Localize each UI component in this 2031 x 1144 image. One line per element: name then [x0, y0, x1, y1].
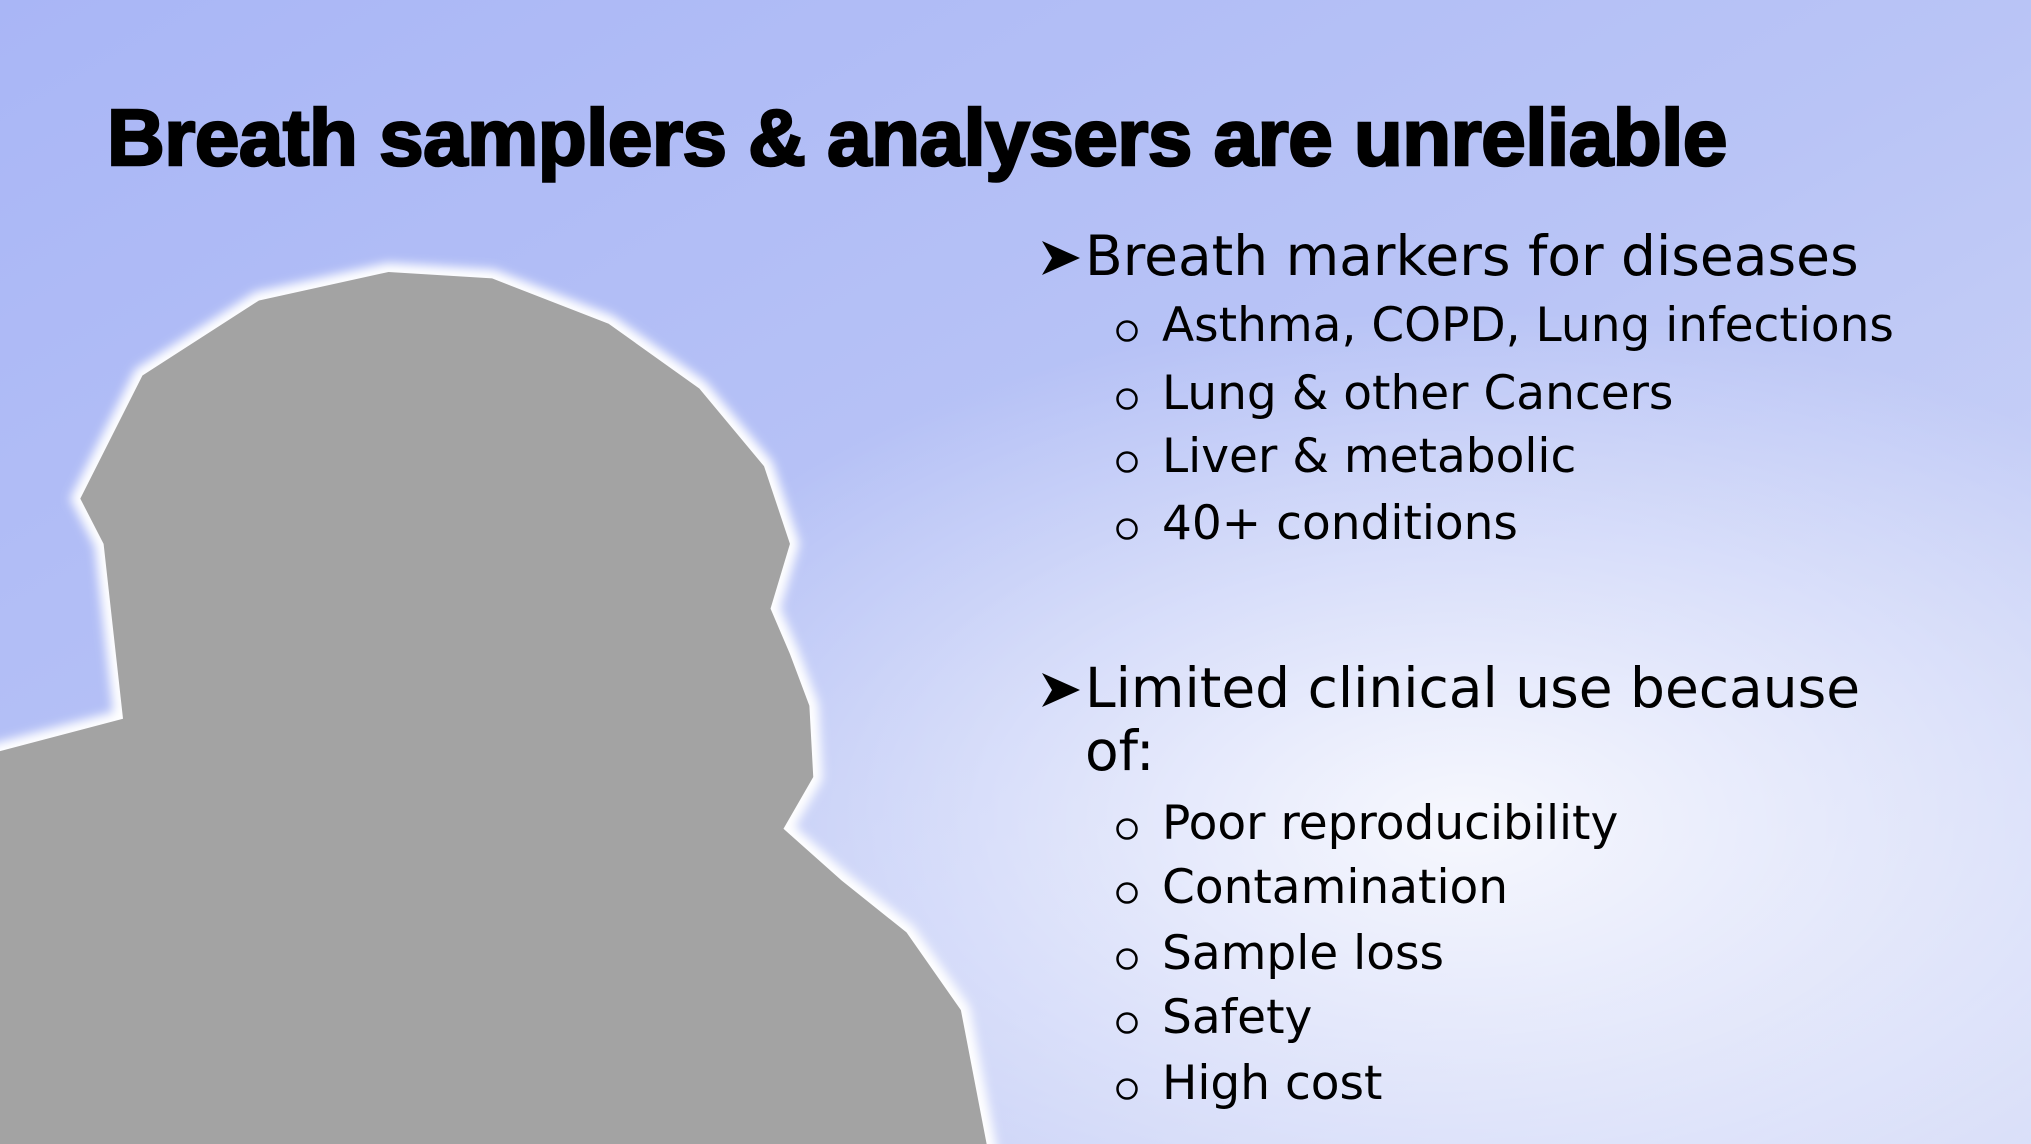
section-heading: Limited clinical use because of: [1085, 657, 1905, 783]
circle [1118, 1014, 1137, 1033]
arrow-shape [1042, 673, 1080, 707]
circle-bullet [1114, 516, 1140, 542]
circle-bullet [1114, 1076, 1140, 1102]
circle [1118, 820, 1137, 839]
arrow-bullet [1040, 237, 1082, 279]
list-item: High cost [1162, 1054, 1382, 1114]
list-item: Liver & metabolic [1162, 427, 1576, 487]
circle [1118, 884, 1137, 903]
circle [1118, 950, 1137, 969]
circle [1118, 453, 1137, 472]
section-heading: Breath markers for diseases [1085, 225, 1905, 288]
slide: Breath samplers & analysers are unreliab… [0, 0, 2031, 1144]
circle-bullet [1114, 449, 1140, 475]
circle-bullet [1114, 816, 1140, 842]
arrow-bullet [1040, 669, 1082, 711]
arrow-shape [1042, 241, 1080, 275]
circle-bullet [1114, 1010, 1140, 1036]
circle-bullet [1114, 386, 1140, 412]
list-item: Safety [1162, 988, 1312, 1048]
list-item: Sample loss [1162, 924, 1444, 984]
list-item: Lung & other Cancers [1162, 364, 1673, 424]
list-item: 40+ conditions [1162, 494, 1518, 554]
slide-title: Breath samplers & analysers are unreliab… [107, 92, 1727, 184]
circle-bullet [1114, 880, 1140, 906]
list-item: Poor reproducibility [1162, 794, 1618, 854]
circle [1118, 520, 1137, 539]
circle-bullet [1114, 318, 1140, 344]
circle [1118, 322, 1137, 341]
circle [1118, 390, 1137, 409]
circle [1118, 1080, 1137, 1099]
list-item: Asthma, COPD, Lung infections [1162, 296, 1894, 356]
circle-bullet [1114, 946, 1140, 972]
list-item: Contamination [1162, 858, 1508, 918]
